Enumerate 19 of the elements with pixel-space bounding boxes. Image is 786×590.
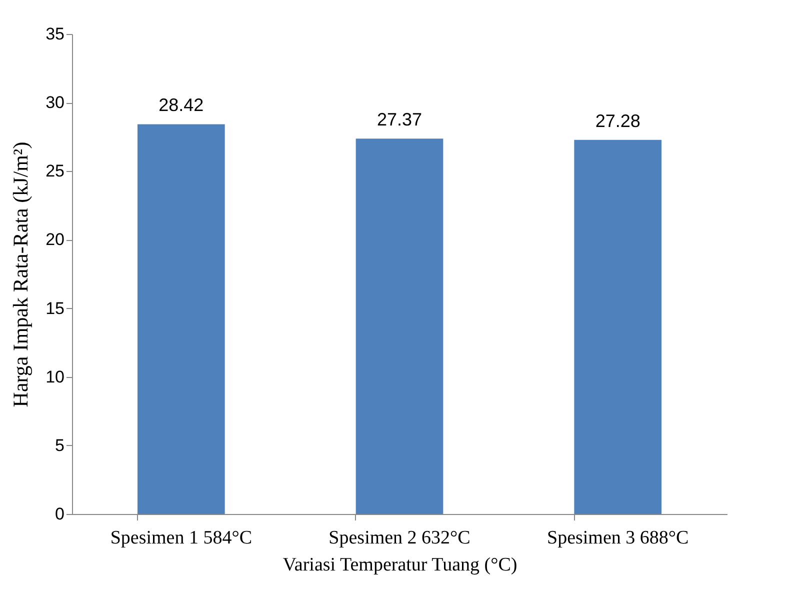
x-tick-label: Spesimen 2 632°C — [328, 528, 470, 548]
bar — [356, 138, 444, 514]
data-label: 27.37 — [376, 110, 422, 130]
data-label: 27.28 — [595, 110, 640, 131]
y-tick-label: 10 — [46, 367, 64, 386]
x-tick-label: Spesimen 1 584°C — [110, 528, 252, 548]
x-tick-label: Spesimen 3 688°C — [547, 528, 689, 548]
y-tick-label: 5 — [55, 436, 64, 455]
bar — [574, 140, 662, 514]
y-tick-label: 15 — [46, 298, 64, 318]
y-axis-title: Harga Impak Rata-Rata (kJ/m²) — [8, 142, 33, 408]
y-tick-label: 0 — [55, 504, 64, 524]
y-tick-label: 20 — [46, 230, 64, 250]
y-tick-label: 25 — [46, 162, 64, 181]
bar — [138, 124, 225, 514]
y-tick-label: 35 — [46, 24, 64, 44]
data-label: 28.42 — [158, 95, 204, 116]
y-tick-label: 30 — [46, 93, 64, 112]
x-axis-title: Variasi Temperatur Tuang (°C) — [282, 554, 518, 576]
